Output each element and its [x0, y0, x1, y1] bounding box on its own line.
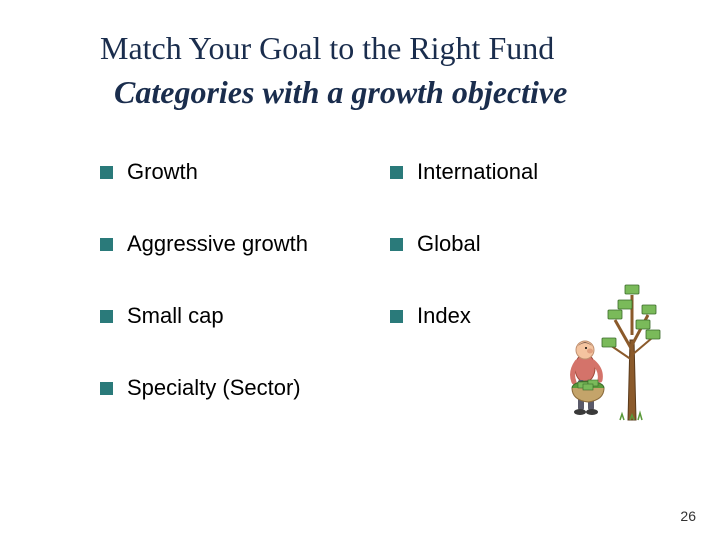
- bullet-icon: [100, 382, 113, 395]
- bullet-label: International: [417, 159, 538, 185]
- list-item: Global: [390, 231, 590, 257]
- bullet-label: Aggressive growth: [127, 231, 308, 257]
- bullet-label: Specialty (Sector): [127, 375, 301, 401]
- bullet-icon: [100, 310, 113, 323]
- bullet-icon: [100, 166, 113, 179]
- list-item: Specialty (Sector): [100, 375, 350, 401]
- bullet-icon: [390, 310, 403, 323]
- page-number: 26: [680, 508, 696, 524]
- slide-title: Match Your Goal to the Right Fund: [100, 28, 670, 68]
- bullet-icon: [390, 238, 403, 251]
- list-item: Small cap: [100, 303, 350, 329]
- bullet-label: Global: [417, 231, 481, 257]
- list-item: Aggressive growth: [100, 231, 350, 257]
- slide-container: Match Your Goal to the Right Fund Catego…: [0, 0, 720, 540]
- list-item: International: [390, 159, 590, 185]
- bullet-label: Small cap: [127, 303, 224, 329]
- bullet-icon: [100, 238, 113, 251]
- bullet-label: Index: [417, 303, 471, 329]
- list-item: Growth: [100, 159, 350, 185]
- bullet-icon: [390, 166, 403, 179]
- money-tree-clipart: [550, 260, 670, 430]
- bullet-label: Growth: [127, 159, 198, 185]
- slide-subtitle: Categories with a growth objective: [100, 74, 670, 111]
- left-column: Growth Aggressive growth Small cap Speci…: [100, 159, 350, 401]
